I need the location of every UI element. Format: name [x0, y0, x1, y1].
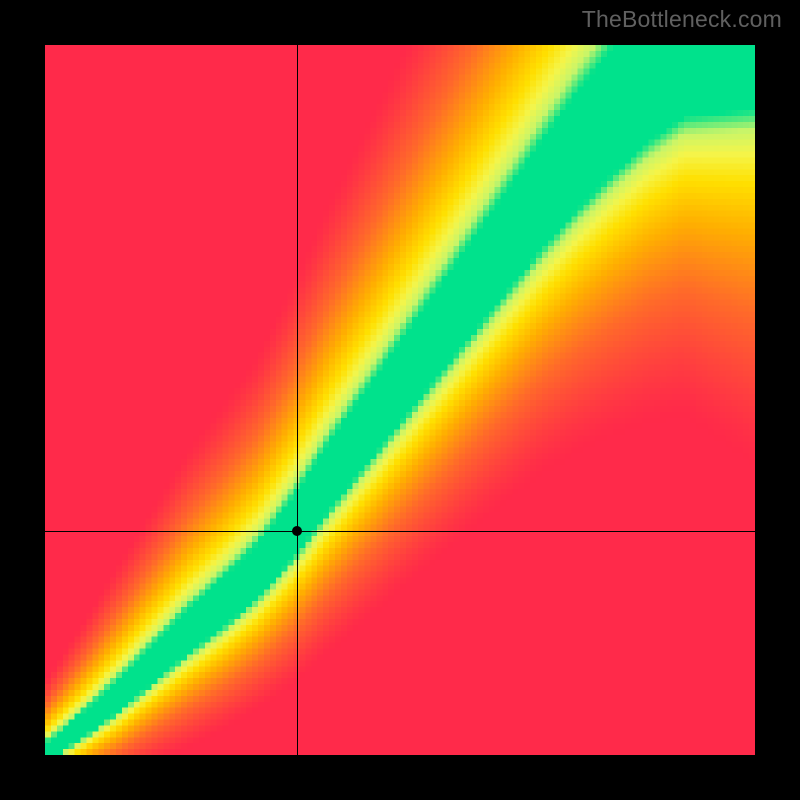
crosshair-horizontal	[45, 531, 755, 532]
plot-area	[45, 45, 755, 755]
crosshair-marker	[292, 526, 302, 536]
heatmap-canvas	[45, 45, 755, 755]
watermark-text: TheBottleneck.com	[582, 6, 782, 33]
crosshair-vertical	[297, 45, 298, 755]
